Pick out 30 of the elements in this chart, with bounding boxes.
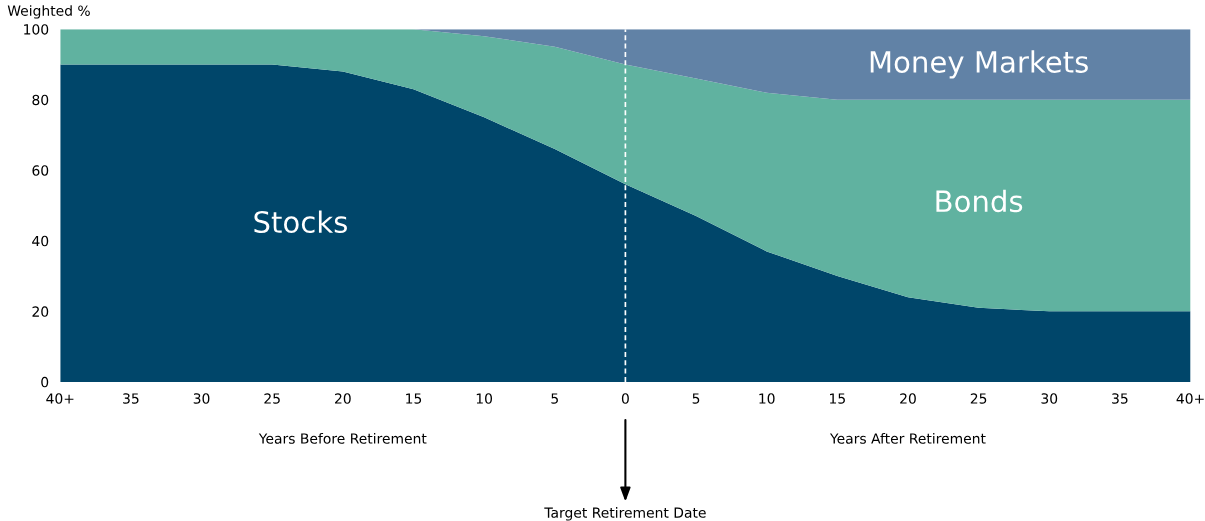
series-label: Bonds [936,189,1023,213]
x-tick-label: 15 [830,393,845,404]
x-tick-label: 0 [621,393,629,404]
x-tick-label: 25 [970,393,987,404]
y-tick-label: 40 [32,235,49,247]
x-tick-label: 40+ [46,393,74,404]
x-tick-label: 20 [335,393,351,404]
y-tick-label: 20 [32,306,49,317]
x-tick-label: 40+ [1176,393,1204,404]
y-tick-label: 80 [32,94,49,106]
x-tick-label: 30 [1041,393,1058,404]
x-tick-label: 15 [406,393,422,404]
x-tick-label: 35 [1112,393,1128,404]
series-label: Stocks [254,210,347,234]
text: Years After Retirement [829,433,986,444]
x-tick-label: 25 [264,393,280,404]
series-label: Money Markets [870,50,1088,79]
x-tick-label: 35 [123,393,139,404]
x-tick-label: 5 [551,393,558,404]
y-axis-title: Weighted % [7,5,90,19]
x-tick-label: 10 [759,393,775,404]
x-tick-label: 20 [900,393,916,404]
y-tick-label: 60 [32,165,49,176]
y-tick-label: 0 [41,376,49,388]
x-tick-label: 30 [193,393,210,404]
y-tick-label: 100 [24,24,49,35]
text: Years Before Retirement [258,433,427,444]
x-tick-label: 5 [692,393,700,404]
text: Target Retirement Date [544,507,706,521]
x-tick-label: 10 [476,393,493,404]
